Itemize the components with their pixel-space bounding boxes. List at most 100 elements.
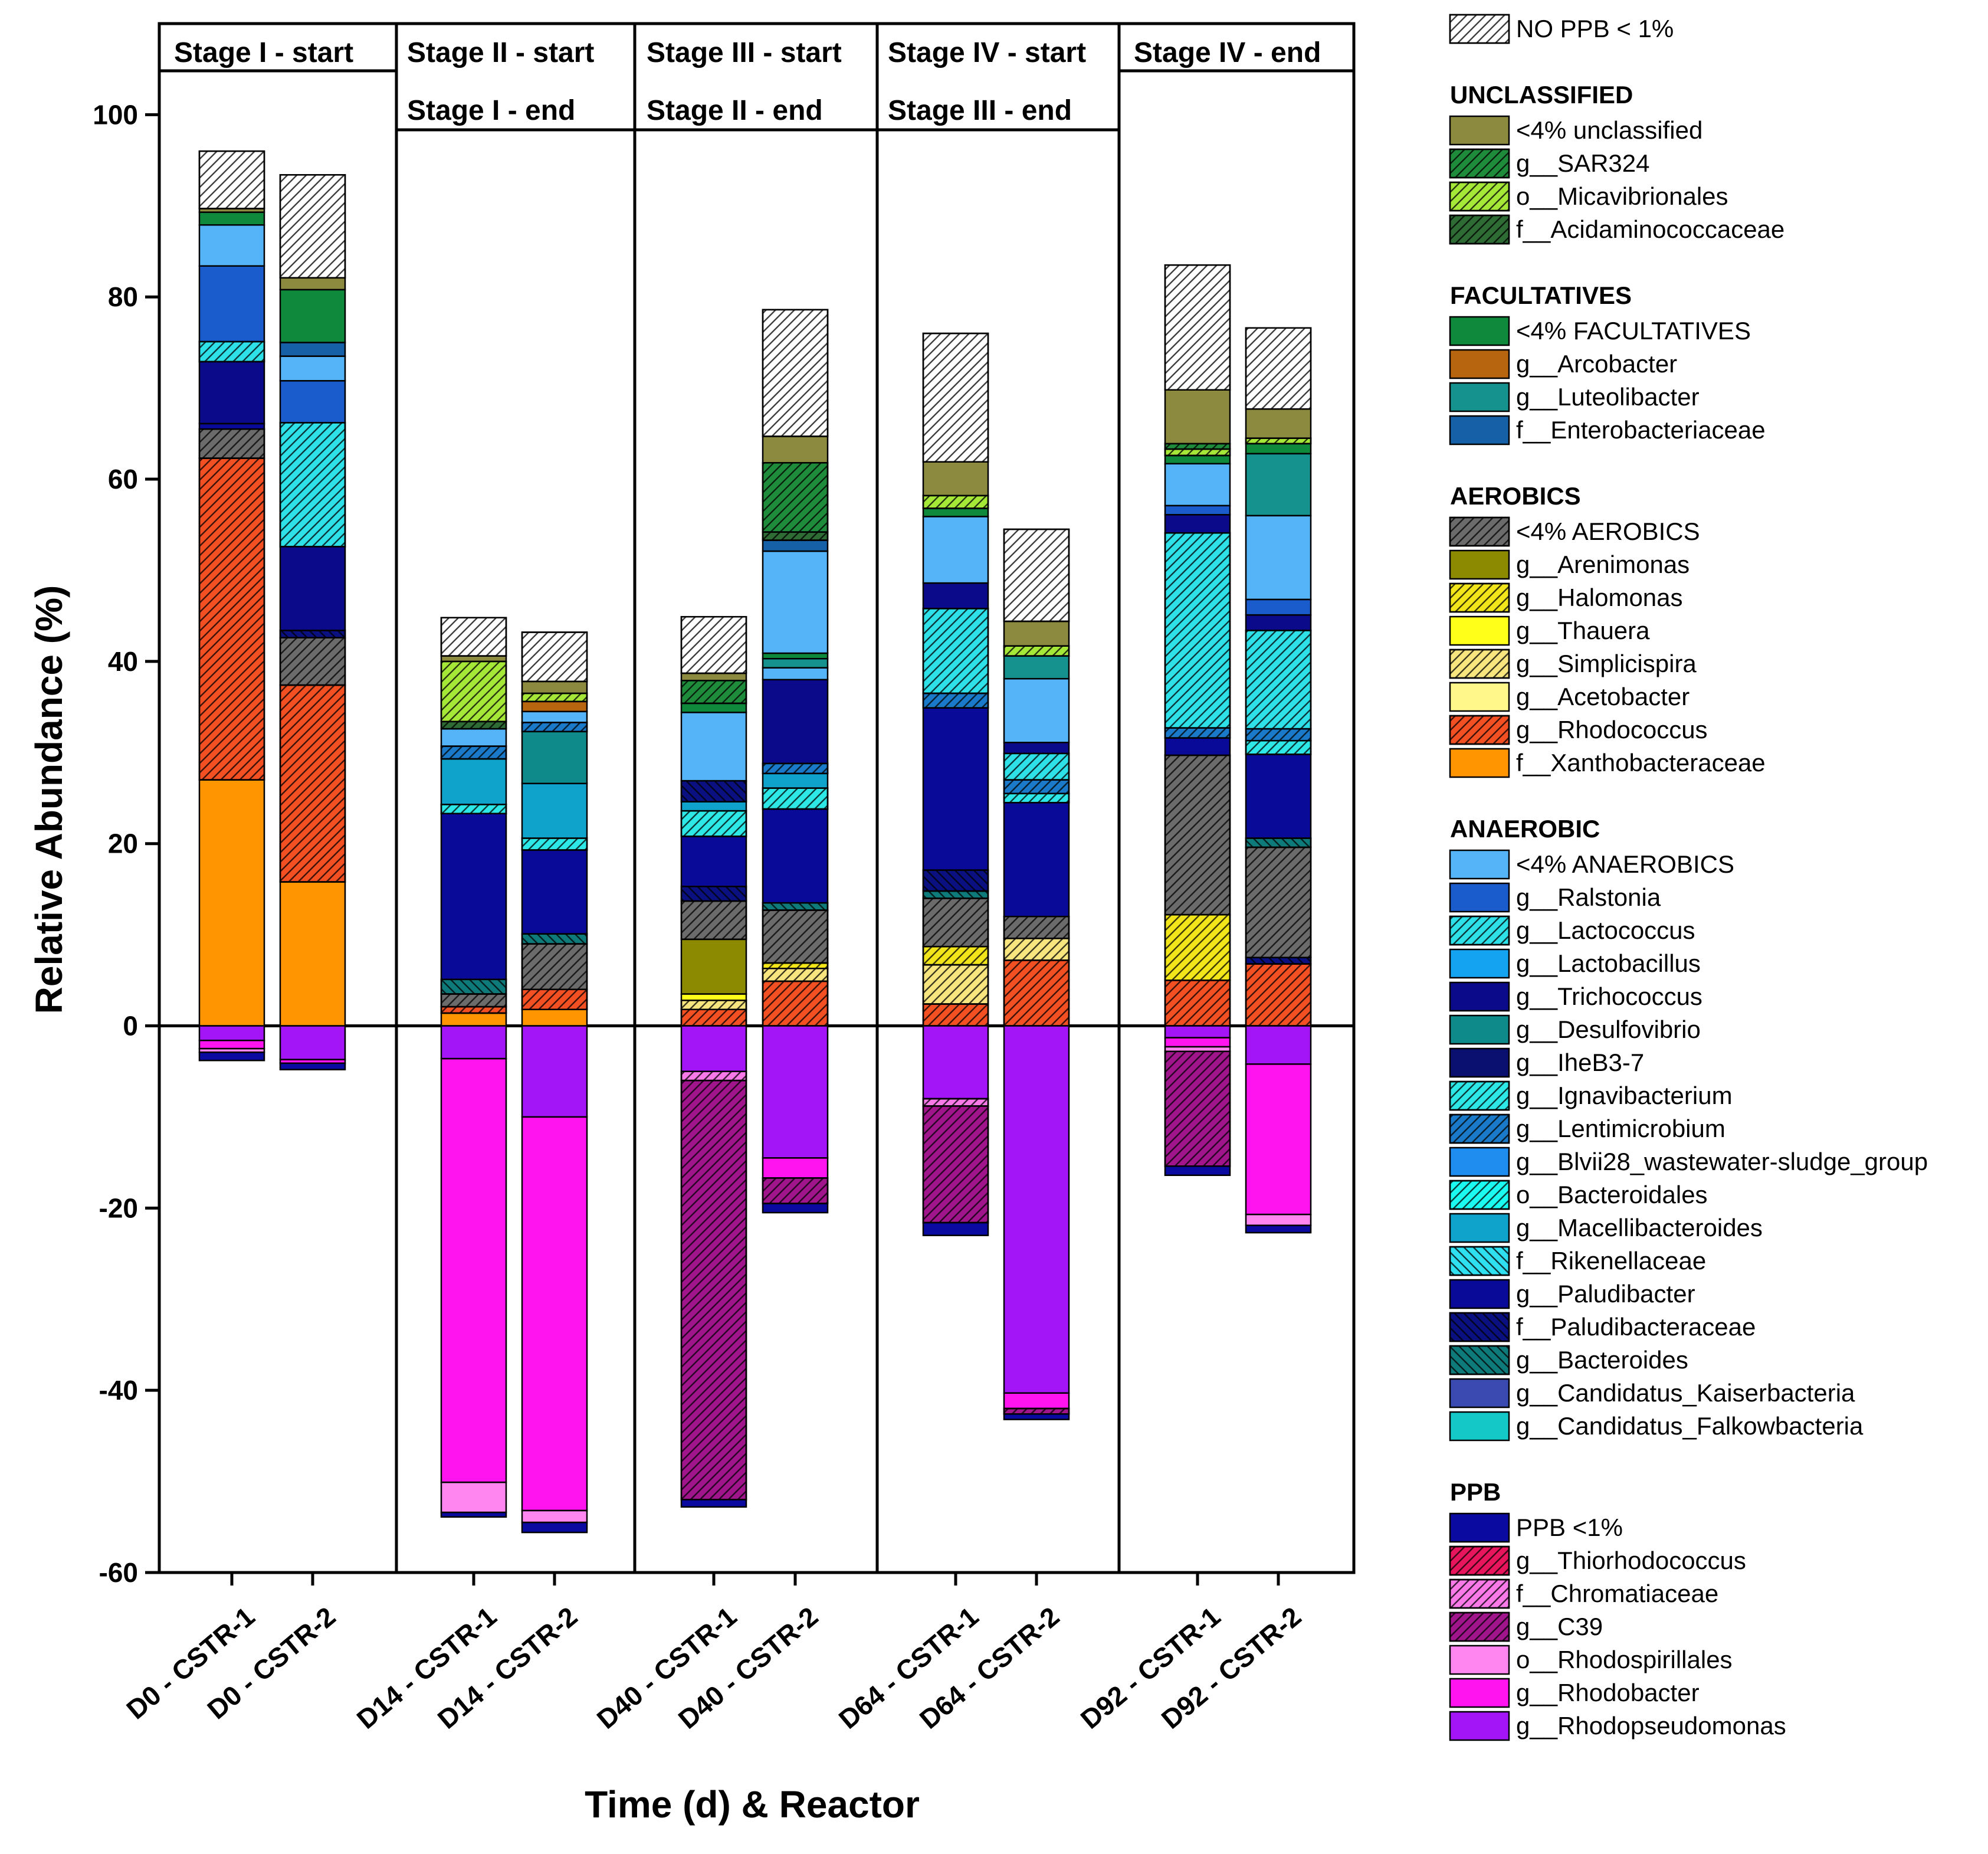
legend-swatch-pattern: [1449, 715, 1510, 745]
segment-fill: [762, 1157, 829, 1179]
bar-segment-g-paludibacter: [680, 836, 747, 887]
bar-segment-no-ppb-1: [680, 615, 747, 674]
segment-pattern: [1164, 727, 1231, 739]
segment-pattern: [1245, 437, 1312, 445]
legend-label: g__Acetobacter: [1516, 683, 1690, 710]
segment-fill: [1245, 1213, 1312, 1226]
legend-label: g__Trichococcus: [1516, 982, 1702, 1010]
bar-segment-no-ppb-1: [922, 332, 989, 463]
bar-segment-g-rhodobacter: [1003, 1392, 1070, 1410]
legend-label: g__Arenimonas: [1516, 551, 1690, 578]
segment-fill: [1245, 1224, 1312, 1234]
segment-pattern: [680, 900, 747, 941]
legend-entry-g-bacteroides: g__Bacteroides: [1449, 1345, 1688, 1375]
y-tick-label: 0: [123, 1011, 138, 1041]
segment-fill: [1245, 1063, 1312, 1216]
segment-pattern: [440, 617, 507, 657]
segment-fill: [762, 539, 829, 552]
legend-entry-g-candidatus-kaiserbacteria: g__Candidatus_Kaiserbacteria: [1449, 1378, 1855, 1408]
bar-segment-g-ralstonia: [1245, 598, 1312, 616]
segment-fill: [440, 655, 507, 663]
segment-fill: [521, 1008, 588, 1027]
bar-segment-g-ralstonia: [198, 265, 265, 343]
x-tick-label: D64 - CSTR-2: [914, 1601, 1065, 1735]
segment-pattern: [762, 309, 829, 437]
segment-pattern: [521, 943, 588, 991]
bar-segment-no-ppb-1: [198, 150, 265, 209]
bar-segment-g-rhodobacter: [1164, 1037, 1231, 1048]
legend-entry-g-arcobacter: g__Arcobacter: [1449, 349, 1677, 379]
stage-label: Stage IV - start: [888, 37, 1086, 68]
segment-pattern: [680, 615, 747, 674]
bar-segment-no-ppb-1: [1164, 264, 1231, 391]
bar-segment-g-bacteroides: [922, 890, 989, 899]
bar-segment-f-xanthobacteraceae: [198, 779, 265, 1027]
legend-swatch-pattern: [1449, 148, 1510, 179]
legend-entry-g-acetobacter: g__Acetobacter: [1449, 682, 1690, 712]
legend-swatch: [1449, 1279, 1510, 1309]
bar-segment-g-c39: [922, 1105, 989, 1224]
bar-segment-o-micavibrionales: [440, 660, 507, 723]
legend-label: g__Paludibacter: [1516, 1280, 1695, 1308]
legend-swatch: [1449, 1378, 1510, 1408]
legend-label: f__Chromatiaceae: [1516, 1580, 1718, 1607]
bar-segment-g-ralstonia: [1164, 505, 1231, 516]
segment-fill: [1164, 514, 1231, 534]
segment-fill: [1245, 408, 1312, 439]
bar-segment-g-lentimicrobium: [1164, 727, 1231, 739]
bar-segment-no-ppb-1: [1245, 327, 1312, 410]
legend-entry-g-thiorhodococcus: g__Thiorhodococcus: [1449, 1545, 1746, 1576]
segment-fill: [1164, 505, 1231, 516]
legend-swatch: [1449, 948, 1510, 979]
bar-segment-g-c39: [1164, 1050, 1231, 1167]
legend-label: g__Thauera: [1516, 617, 1650, 644]
stage-label: Stage III - start: [647, 37, 842, 68]
bar-segment-ppb-1: [762, 1203, 829, 1214]
bar-segment-o-rhodospirillales: [521, 1509, 588, 1524]
legend-label: f__Xanthobacteraceae: [1516, 749, 1766, 777]
legend-swatch: [1449, 349, 1510, 379]
bar-segment-g-arenimonas: [680, 938, 747, 995]
segment-fill: [1245, 614, 1312, 631]
bar-segment-g-lactococcus: [1164, 532, 1231, 729]
segment-pattern: [922, 890, 989, 899]
segment-fill: [1164, 1037, 1231, 1048]
segment-fill: [922, 461, 989, 497]
segment-fill: [922, 507, 989, 517]
legend-swatch: [1449, 748, 1510, 778]
x-tick-label: D64 - CSTR-1: [833, 1601, 985, 1735]
segment-fill: [198, 1025, 265, 1041]
bar-segment-g-sar324: [762, 462, 829, 533]
legend-entry-g-macellibacteroides: g__Macellibacteroides: [1449, 1213, 1763, 1243]
bar-segment-g-paludibacter: [521, 849, 588, 935]
bar-segment-g-simplicispira: [922, 964, 989, 1005]
segment-fill: [680, 938, 747, 995]
bar-segment-ppb-1: [198, 1052, 265, 1062]
segment-fill: [521, 1509, 588, 1524]
segment-pattern: [1003, 792, 1070, 804]
bar-segment-g-ignavibacterium: [440, 804, 507, 815]
legend-entry-g-candidatus-falkowbacteria: g__Candidatus_Falkowbacteria: [1449, 1411, 1864, 1442]
bar-segment-g-lentimicrobium: [922, 692, 989, 709]
segment-pattern: [922, 608, 989, 695]
legend-label: g__Lactococcus: [1516, 916, 1695, 944]
legend-swatch: [1449, 682, 1510, 712]
bar-segment-f-enterobacteriaceae: [762, 539, 829, 552]
segment-fill: [1245, 453, 1312, 517]
segment-pattern: [1245, 739, 1312, 755]
bar-segment-4-anaerobics: [521, 710, 588, 723]
bar-segment-g-rhodococcus: [521, 988, 588, 1010]
segment-pattern: [922, 945, 989, 966]
legend-label: g__Arcobacter: [1516, 350, 1677, 378]
bar-segment-g-c39: [680, 1079, 747, 1501]
legend-label: g__Luteolibacter: [1516, 383, 1700, 411]
bar-segment-g-macellibacteroides: [521, 782, 588, 839]
segment-pattern: [1245, 963, 1312, 1027]
bar-segment-g-trichococcus: [1003, 742, 1070, 755]
bar-segment-g-paludibacter: [1003, 801, 1070, 918]
segment-fill: [521, 849, 588, 935]
segment-fill: [1164, 737, 1231, 756]
y-axis-title: Relative Abundance (%): [28, 585, 70, 1014]
bar-segment-g-rhodobacter: [1245, 1063, 1312, 1216]
segment-fill: [440, 1012, 507, 1027]
